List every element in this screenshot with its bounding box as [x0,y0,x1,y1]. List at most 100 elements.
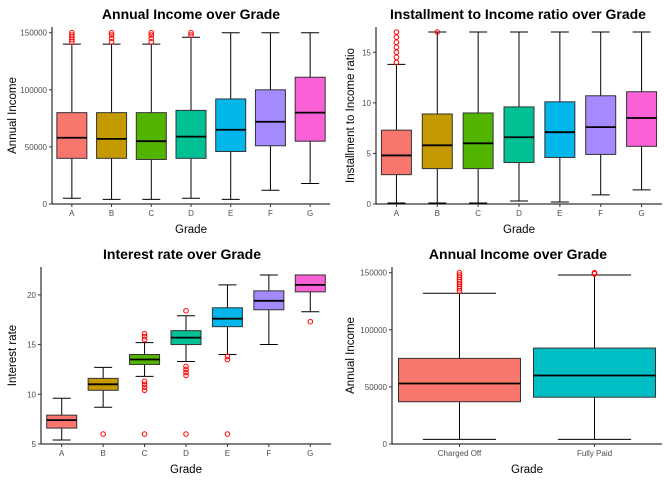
x-tick-label: B [100,449,105,458]
outlier-point [393,44,400,51]
outlier-point [183,431,189,437]
outlier-point [591,269,598,276]
y-tick-label: 100000 [360,326,387,335]
x-tick-label: D [188,209,194,218]
y-tick-label: 15 [362,48,371,57]
outlier-point [393,39,400,45]
y-tick-label: 0 [43,200,48,209]
x-tick-label: C [148,209,154,218]
y-tick-label: 50000 [25,143,48,152]
outlier-point [108,39,115,45]
outlier-point [456,269,463,276]
outlier-point [456,272,463,278]
x-tick-label: A [59,449,65,458]
y-tick-label: 150000 [360,269,387,278]
outlier-point [141,384,148,391]
outlier-point [141,381,148,388]
y-tick-label: 50000 [365,383,388,392]
y-axis-label: Annual Income [7,77,19,154]
x-tick-label: D [516,209,522,218]
x-tick-label: Fully Paid [577,449,612,458]
box-d [503,31,535,202]
chart-panel-3: Interest rate over Grade 5 10 15 20 A B C D E F G Gr… [7,246,331,476]
outlier-point [183,369,189,376]
outlier-point [183,372,189,379]
x-tick-label: F [266,449,271,458]
box-charged-off [398,269,521,440]
x-tick-label: E [225,449,230,458]
x-tick-label: C [475,209,481,218]
outlier-point [148,35,155,42]
outlier-point [183,366,189,373]
outlier-point [393,54,400,61]
outlier-point [141,431,148,437]
outlier-point [108,35,115,42]
y-tick-label: 10 [362,99,371,108]
x-tick-label: F [268,209,273,218]
iqr-box [544,101,576,158]
outlier-point [141,378,148,385]
y-tick-label: 0 [367,200,372,209]
outlier-point [141,330,148,337]
outlier-point [148,29,155,36]
iqr-box [421,113,453,170]
iqr-box [398,357,521,403]
outlier-point [307,318,314,325]
y-axis-label: Installment to Income ratio [345,48,357,183]
outlier-point [141,387,148,394]
box-f [585,31,617,196]
y-tick-label: 10 [27,390,36,399]
box-a [56,29,88,199]
outlier-point [148,32,155,38]
x-tick-label: C [142,449,148,458]
y-tick-label: 0 [383,440,388,449]
x-tick-label: G [307,209,313,218]
x-tick-label: D [183,449,189,458]
x-tick-label: A [69,209,75,218]
chart-title: Interest rate over Grade [103,246,261,262]
box-g [294,274,326,325]
outlier-point [224,356,231,363]
outlier-point [434,29,441,35]
box-g [626,31,658,191]
x-axis-label: Grade [511,464,543,476]
box-b [96,29,128,200]
box-f [254,32,286,191]
box-g [294,32,326,184]
y-tick-label: 20 [27,291,36,300]
outlier-point [141,336,148,343]
outlier-point [141,333,148,340]
chart-title: Installment to Income ratio over Grade [390,6,646,22]
outlier-point [393,49,400,56]
chart-title: Annual Income over Grade [429,246,607,262]
outlier-point [224,353,231,360]
x-tick-label: E [228,209,233,218]
outlier-point [183,363,189,370]
x-tick-label: A [394,209,400,218]
box-c [129,330,161,437]
iqr-box [254,89,286,147]
outlier-point [393,29,400,35]
iqr-box [294,76,326,142]
x-tick-label: B [435,209,440,218]
x-axis-label: Grade [503,224,535,236]
outlier-point [100,431,106,437]
box-f [253,274,285,346]
y-tick-label: 5 [367,149,372,158]
y-tick-label: 150000 [20,29,47,38]
iqr-box [96,112,128,159]
outlier-point [188,32,194,38]
box-e [544,31,576,203]
box-b [87,366,119,437]
iqr-box [211,307,243,328]
iqr-box [294,274,326,293]
outlier-point [224,431,231,437]
chart-panel-1: Annual Income over Grade 0 50000 100000 1500… [7,6,330,236]
iqr-box [462,112,494,170]
box-a [380,29,412,204]
outlier-point [148,39,155,45]
outlier-point [108,29,115,36]
x-tick-label: Charged Off [438,449,482,458]
y-tick-label: 100000 [20,86,47,95]
